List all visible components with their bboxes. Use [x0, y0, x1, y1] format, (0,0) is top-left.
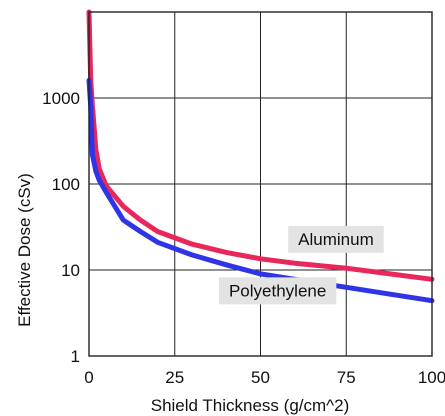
x-tick-label: 100 — [418, 368, 445, 387]
annotation-label: Polyethylene — [229, 281, 326, 300]
annotation-box — [218, 277, 337, 305]
annotation-label: Aluminum — [298, 230, 374, 249]
tick-labels: 0 25 50 75 100 1 10 100 1000 — [42, 89, 445, 387]
annotation-box — [288, 225, 384, 253]
annotation-layer: Aluminum Polyethylene — [218, 225, 384, 305]
y-tick-label: 1 — [71, 347, 80, 366]
x-tick-label: 0 — [84, 368, 93, 387]
x-tick-label: 50 — [251, 368, 270, 387]
x-tick-label: 75 — [337, 368, 356, 387]
x-tick-label: 25 — [165, 368, 184, 387]
x-axis-title: Shield Thickness (g/cm^2) — [151, 396, 350, 415]
series-annotation: Aluminum — [288, 225, 384, 253]
grid-lines — [89, 12, 432, 356]
series-annotation: Polyethylene — [218, 277, 337, 305]
y-tick-label: 10 — [61, 261, 80, 280]
y-tick-label: 100 — [52, 175, 80, 194]
y-tick-label: 1000 — [42, 89, 80, 108]
y-axis-title: Effective Dose (cSv) — [15, 173, 34, 327]
plot-frame — [88, 11, 433, 357]
